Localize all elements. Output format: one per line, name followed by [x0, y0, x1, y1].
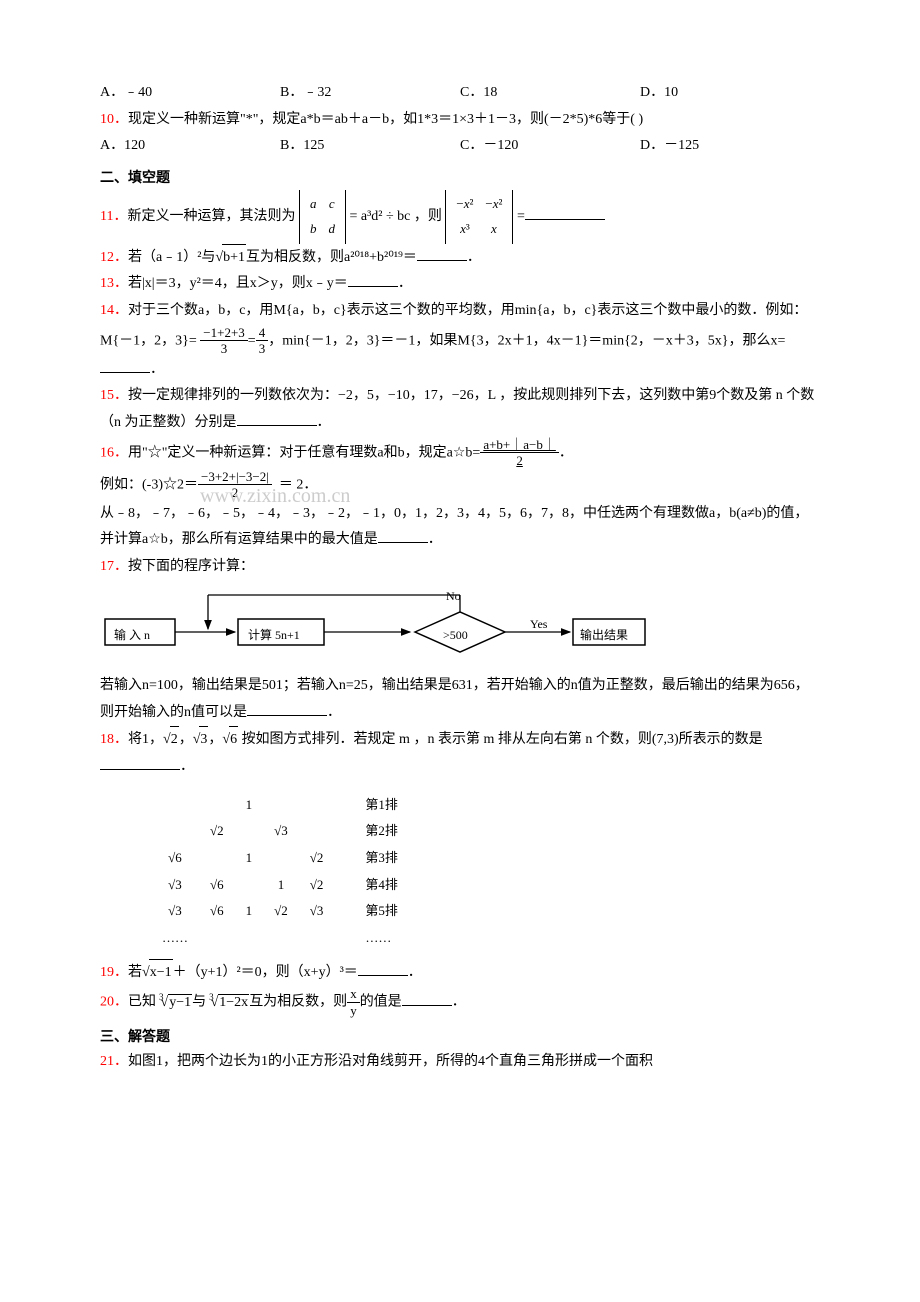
q13-num: 13． [100, 276, 128, 291]
frac-def: a+b+｜a−b｜2 [480, 437, 559, 469]
det2: −x²−x²x³x [445, 190, 513, 243]
q17: 17．按下面的程序计算： [100, 554, 820, 581]
flow-svg [100, 587, 660, 657]
sqrt-b1: b+1 [215, 244, 246, 272]
flow-calc: 计算 5n+1 [248, 624, 300, 647]
blank [237, 411, 317, 426]
frac-ex: −3+2+|−3−2|2 [198, 469, 272, 501]
q9-options: A．﹣40 B．﹣32 C．18 D．10 [100, 80, 820, 107]
q19: 19．若x−1＋（y+1）²＝0，则（x+y）³＝． [100, 959, 820, 987]
q11-t1: 新定义一种运算，其法则为 [127, 209, 295, 224]
flow-cond: >500 [443, 624, 468, 647]
flowchart: 输 入 n 计算 5n+1 >500 输出结果 No Yes [100, 587, 660, 668]
opt-a: A．﹣40 [100, 80, 280, 107]
q12-num: 12． [100, 250, 128, 265]
q10-options: A．120 B．125 C．－120 D．－125 [100, 133, 820, 160]
frac1: −1+2+33 [200, 325, 248, 357]
q11: 11．新定义一种运算，其法则为 acbd = a³d² ÷ bc ，则 −x²−… [100, 190, 820, 243]
q14-t2: ，min{－1，2，3}＝－1，如果M{3，2x＋1，4x－1}＝min{2，－… [268, 333, 785, 348]
opt-a: A．120 [100, 133, 280, 160]
q13: 13．若|x|＝3，y²＝4，且x＞y，则x﹣y＝． [100, 271, 820, 298]
q21-num: 21． [100, 1054, 128, 1069]
flow-out: 输出结果 [580, 624, 628, 647]
blank [348, 272, 398, 287]
blank [358, 961, 408, 976]
q16-ex1: 例如：(-3)☆2＝ [100, 477, 198, 492]
blank [402, 991, 452, 1006]
opt-b: B．125 [280, 133, 460, 160]
q11-num: 11． [100, 209, 127, 224]
q11-t3: = [517, 209, 525, 224]
q15-t: 按一定规律排列的一列数依次为：−2，5，−10，17，−26，L ，按此规则排列… [100, 388, 814, 430]
q18-num: 18． [100, 732, 128, 747]
q16-num: 16． [100, 445, 128, 460]
blank [525, 205, 605, 220]
q18: 18．将1，2，3，6 按如图方式排列．若规定 m ，n 表示第 m 排从左向右… [100, 726, 820, 780]
q16-t1: 用"☆"定义一种新运算：对于任意有理数a和b，规定a☆b= [128, 445, 480, 460]
q17-text2: 若输入n=100，输出结果是501；若输入n=25，输出结果是631，若开始输入… [100, 673, 820, 726]
q11-t2: = a³d² ÷ bc ，则 [349, 209, 441, 224]
frac2: 43 [256, 325, 269, 357]
q10: 10．现定义一种新运算"*"，规定a*b＝ab＋a－b，如1*3＝1×3＋1－3… [100, 107, 820, 134]
q13-t: 若|x|＝3，y²＝4，且x＞y，则x﹣y＝ [128, 276, 348, 291]
q15: 15．按一定规律排列的一列数依次为：−2，5，−10，17，−26，L ，按此规… [100, 383, 820, 436]
q12-t2: 互为相反数，则a²⁰¹⁸+b²⁰¹⁹＝ [246, 250, 417, 265]
opt-d: D．－125 [640, 133, 820, 160]
q16-t2: 从﹣8，﹣7，﹣6，﹣5，﹣4，﹣3，﹣2，﹣1，0，1，2，3，4，5，6，7… [100, 506, 808, 548]
q14: 14．对于三个数a，b，c，用M{a，b，c}表示这三个数的平均数，用min{a… [100, 298, 820, 383]
q12: 12．若（a﹣1）²与b+1互为相反数，则a²⁰¹⁸+b²⁰¹⁹＝． [100, 244, 820, 272]
flow-yes: Yes [530, 613, 547, 636]
det1: acbd [299, 190, 346, 243]
flow-no: No [446, 585, 461, 608]
triangle-arrangement: 1第1排 √2√3第2排 √61√2第3排 √3√61√2第4排 √3√61√2… [150, 791, 410, 953]
q20: 20．已知3√y−1与3√1−2x互为相反数，则xy的值是． [100, 986, 820, 1018]
q15-num: 15． [100, 388, 128, 403]
flow-input: 输 入 n [114, 624, 150, 647]
q10-text: 现定义一种新运算"*"，规定a*b＝ab＋a－b，如1*3＝1×3＋1－3，则(… [128, 112, 643, 127]
opt-c: C．－120 [460, 133, 640, 160]
opt-c: C．18 [460, 80, 640, 107]
q16: 16．用"☆"定义一种新运算：对于任意有理数a和b，规定a☆b=a+b+｜a−b… [100, 437, 820, 555]
q20-num: 20． [100, 995, 128, 1010]
blank [247, 701, 327, 716]
blank [100, 755, 180, 770]
q19-num: 19． [100, 965, 128, 980]
q10-num: 10． [100, 112, 128, 127]
q17-num: 17． [100, 559, 128, 574]
blank [417, 246, 467, 261]
blank [100, 358, 150, 373]
q12-t: 若（a﹣1）²与 [128, 250, 215, 265]
section-3-heading: 三、解答题 [100, 1023, 820, 1050]
q17-t: 按下面的程序计算： [128, 559, 254, 574]
opt-b: B．﹣32 [280, 80, 460, 107]
blank [378, 528, 428, 543]
q21: 21．如图1，把两个边长为1的小正方形沿对角线剪开，所得的4个直角三角形拼成一个… [100, 1049, 820, 1076]
q14-num: 14． [100, 303, 128, 318]
opt-d: D．10 [640, 80, 820, 107]
section-2-heading: 二、填空题 [100, 164, 820, 191]
